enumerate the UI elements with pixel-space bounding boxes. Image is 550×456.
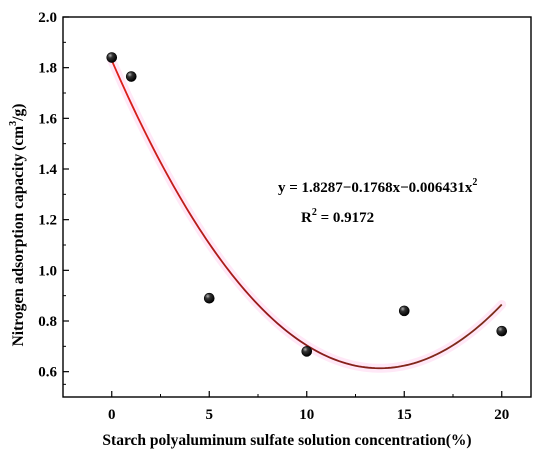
plot-frame bbox=[62, 16, 532, 398]
y-axis-title-main: Nitrogen adsorption capacity bbox=[10, 154, 27, 347]
y-axis-title: Nitrogen adsorption capacity (cm3/g) bbox=[8, 104, 27, 347]
equation-annotation: y = 1.8287−0.1768x−0.006431x2 bbox=[278, 177, 477, 196]
y-axis-title-unit-sup: 3 bbox=[8, 121, 19, 126]
x-tick-label: 10 bbox=[299, 407, 314, 423]
r2-value: = 0.9172 bbox=[317, 210, 374, 226]
y-tick-label: 0.8 bbox=[38, 314, 57, 330]
r2-label: R bbox=[301, 210, 312, 226]
r2-annotation: R2 = 0.9172 bbox=[301, 207, 374, 226]
y-tick-label: 1.0 bbox=[38, 263, 57, 279]
data-point bbox=[203, 292, 215, 304]
fit-curve bbox=[110, 60, 503, 370]
data-point bbox=[398, 305, 410, 317]
x-tick-label: 5 bbox=[206, 407, 214, 423]
y-tick-label: 1.4 bbox=[38, 162, 57, 178]
y-axis-title-unit-base: cm bbox=[10, 126, 27, 146]
x-tick-label: 0 bbox=[108, 407, 116, 423]
y-tick-label: 2.0 bbox=[38, 10, 57, 26]
r2-superscript: 2 bbox=[312, 207, 317, 218]
equation-superscript: 2 bbox=[472, 177, 477, 188]
y-tick-label: 1.6 bbox=[38, 111, 57, 127]
x-axis-title: Starch polyaluminum sulfate solution con… bbox=[102, 432, 471, 449]
y-axis-title-unit-tail: /g) bbox=[10, 104, 27, 122]
y-tick-label: 1.2 bbox=[38, 213, 57, 229]
y-tick-label: 1.8 bbox=[38, 61, 57, 77]
y-axis-title-unit-open: ( bbox=[10, 146, 27, 151]
x-tick-label: 15 bbox=[397, 407, 412, 423]
data-point bbox=[125, 71, 137, 82]
data-point bbox=[496, 325, 508, 337]
y-tick-label: 0.6 bbox=[38, 365, 57, 381]
x-tick-label: 20 bbox=[494, 407, 509, 423]
data-point bbox=[106, 52, 118, 63]
equation-text: y = 1.8287−0.1768x−0.006431x bbox=[278, 180, 473, 196]
data-point bbox=[301, 346, 313, 357]
